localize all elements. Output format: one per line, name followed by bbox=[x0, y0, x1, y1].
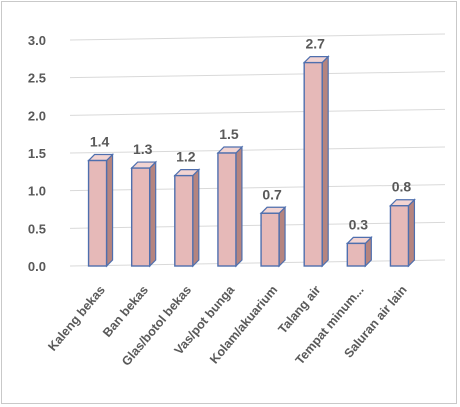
data-label: 2.7 bbox=[305, 36, 325, 52]
bar-side-face bbox=[192, 168, 200, 268]
bar-side-face bbox=[278, 205, 286, 268]
gridline bbox=[69, 33, 446, 41]
data-label: 1.4 bbox=[90, 134, 110, 150]
bar-side-face bbox=[235, 145, 243, 268]
bars bbox=[87, 55, 416, 268]
data-label: 0.7 bbox=[262, 186, 282, 202]
bar-side-face bbox=[321, 55, 329, 268]
gridline bbox=[69, 221, 446, 229]
bar bbox=[173, 168, 201, 268]
bar-front-face bbox=[174, 174, 194, 267]
y-tick-label: 1.5 bbox=[28, 146, 46, 161]
bar bbox=[259, 205, 287, 268]
bar-front-face bbox=[87, 159, 108, 267]
bar bbox=[216, 145, 244, 268]
data-labels: 1.4 1.3 1.2 1.5 0.7 2.7 0.3 0.8 bbox=[90, 36, 412, 233]
bar bbox=[345, 235, 373, 268]
gridline bbox=[69, 71, 446, 79]
bar-side-face bbox=[407, 198, 416, 268]
bar bbox=[87, 153, 115, 268]
gridline bbox=[69, 108, 446, 116]
y-tick-label: 2.5 bbox=[28, 71, 46, 86]
bar-front-face bbox=[389, 205, 410, 267]
bar bbox=[388, 198, 416, 268]
bar-side-face bbox=[105, 153, 114, 268]
gridline bbox=[69, 146, 446, 154]
category-label: Kaleng bekas bbox=[45, 283, 108, 354]
bar-front-face bbox=[217, 152, 237, 267]
y-tick-label: 3.0 bbox=[28, 33, 46, 48]
data-label: 1.5 bbox=[219, 126, 239, 142]
gridlines bbox=[69, 33, 446, 267]
y-tick-label: 2.0 bbox=[28, 108, 46, 123]
y-tick-label: 1.0 bbox=[28, 184, 46, 199]
y-tick-label: 0.0 bbox=[28, 259, 46, 274]
bar-side-face bbox=[149, 160, 157, 268]
bar-front-face bbox=[303, 61, 323, 267]
bar bbox=[302, 55, 330, 268]
data-label: 1.3 bbox=[133, 141, 153, 157]
bar-front-face bbox=[346, 242, 367, 267]
y-axis-ticks: 0.0 0.5 1.0 1.5 2.0 2.5 3.0 bbox=[28, 33, 46, 274]
bar bbox=[130, 160, 158, 268]
bar-front-face bbox=[260, 212, 280, 267]
y-tick-label: 0.5 bbox=[28, 221, 46, 236]
data-label: 1.2 bbox=[176, 149, 196, 165]
data-label: 0.8 bbox=[392, 179, 412, 195]
bar-front-face bbox=[130, 167, 151, 267]
gridline bbox=[69, 259, 446, 267]
gridline bbox=[69, 184, 446, 192]
category-label: Talang air bbox=[275, 283, 323, 337]
data-label: 0.3 bbox=[349, 216, 369, 232]
